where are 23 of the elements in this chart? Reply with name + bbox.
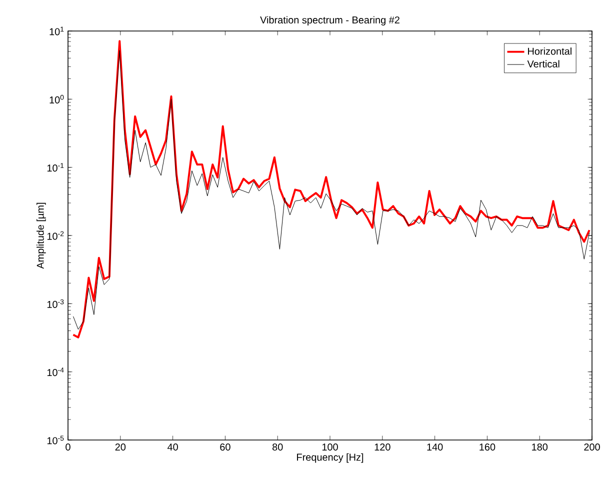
x-axis-title: Frequency [Hz] — [297, 453, 364, 463]
x-tick-label: 40 — [167, 444, 178, 451]
x-tick-label: 180 — [532, 444, 548, 451]
legend-label: Vertical — [527, 60, 560, 68]
x-tick-label: 60 — [220, 444, 230, 451]
legend-label: Horizontal — [528, 47, 572, 55]
x-tick-label: 100 — [322, 444, 338, 451]
chart-title: Vibration spectrum - Bearing #2 — [260, 16, 400, 26]
x-tick-label: 160 — [480, 444, 496, 451]
y-tick-label: 10$^{0}$ — [50, 94, 64, 104]
x-tick-label: 0 — [66, 444, 70, 451]
y-tick-label: 10$^{1}$ — [50, 26, 64, 36]
x-tick-label: 80 — [272, 444, 283, 451]
y-tick-label: 10$^{-1}$ — [47, 163, 64, 172]
y-tick-label: 10$^{-5}$ — [47, 436, 64, 444]
x-tick-label: 140 — [427, 444, 443, 451]
y-tick-label: 10$^{-2}$ — [47, 231, 64, 240]
x-tick-label: 200 — [584, 444, 600, 451]
y-tick-label: 10$^{-4}$ — [47, 368, 64, 376]
x-tick-label: 120 — [374, 444, 390, 451]
y-tick-label: 10$^{-3}$ — [47, 299, 64, 308]
y-axis-title: Amplitude [µm] — [36, 202, 46, 269]
x-tick-label: 20 — [115, 444, 126, 451]
